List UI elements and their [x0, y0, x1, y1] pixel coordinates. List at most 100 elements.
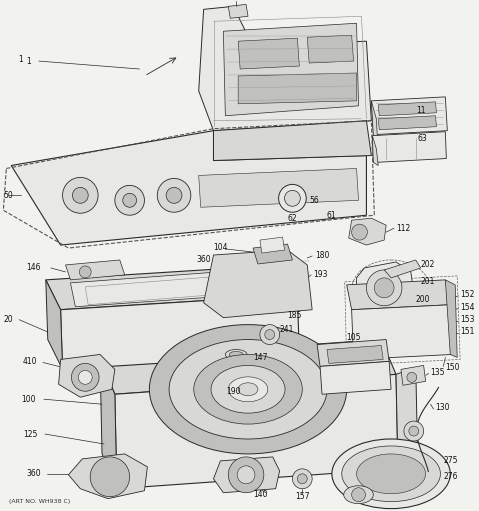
Polygon shape [307, 35, 354, 63]
Text: 140: 140 [253, 490, 267, 499]
Polygon shape [320, 361, 391, 394]
Text: 360: 360 [26, 469, 41, 478]
Polygon shape [58, 355, 115, 397]
Polygon shape [100, 359, 117, 489]
Text: 151: 151 [460, 327, 475, 336]
Text: 147: 147 [253, 353, 267, 362]
Text: 56: 56 [309, 196, 319, 205]
Ellipse shape [225, 350, 247, 359]
Circle shape [166, 188, 182, 203]
Text: 153: 153 [460, 315, 475, 324]
Polygon shape [327, 345, 383, 363]
Text: 241: 241 [280, 325, 294, 334]
Polygon shape [11, 131, 366, 245]
Ellipse shape [229, 352, 243, 357]
Circle shape [123, 193, 137, 207]
Circle shape [297, 474, 307, 484]
Polygon shape [46, 265, 297, 310]
Circle shape [71, 363, 99, 391]
Polygon shape [349, 218, 386, 245]
Polygon shape [60, 295, 299, 369]
Polygon shape [347, 280, 450, 310]
Text: 104: 104 [214, 243, 228, 251]
Text: 50: 50 [3, 191, 13, 200]
Circle shape [237, 466, 255, 484]
Text: 410: 410 [23, 357, 37, 366]
Circle shape [285, 191, 300, 206]
Polygon shape [204, 250, 312, 318]
Polygon shape [401, 365, 426, 385]
Circle shape [265, 330, 274, 339]
Text: 190: 190 [227, 387, 241, 396]
Circle shape [352, 224, 367, 240]
Ellipse shape [169, 339, 327, 439]
Text: 185: 185 [287, 311, 302, 320]
Text: 1: 1 [18, 55, 23, 63]
Text: 125: 125 [23, 430, 37, 438]
Text: 63: 63 [418, 134, 427, 143]
Circle shape [409, 426, 419, 436]
Polygon shape [223, 24, 358, 116]
Polygon shape [445, 280, 457, 357]
Polygon shape [317, 339, 389, 366]
Polygon shape [68, 454, 148, 499]
Polygon shape [199, 169, 358, 207]
Polygon shape [214, 121, 371, 160]
Circle shape [72, 188, 88, 203]
Polygon shape [100, 339, 396, 394]
Text: 130: 130 [435, 403, 450, 412]
Polygon shape [70, 268, 287, 307]
Text: 275: 275 [444, 456, 458, 466]
Text: 157: 157 [296, 492, 310, 501]
Circle shape [293, 469, 312, 489]
Circle shape [352, 487, 365, 502]
Polygon shape [372, 132, 446, 162]
Text: 135: 135 [431, 368, 445, 377]
Polygon shape [378, 116, 436, 130]
Polygon shape [378, 102, 436, 116]
Ellipse shape [332, 439, 450, 508]
Ellipse shape [342, 446, 440, 502]
Circle shape [80, 266, 91, 278]
Circle shape [407, 373, 417, 382]
Text: 146: 146 [26, 264, 41, 272]
Polygon shape [371, 97, 447, 135]
Polygon shape [253, 244, 293, 264]
Polygon shape [66, 260, 125, 280]
Polygon shape [228, 5, 248, 18]
Polygon shape [356, 262, 414, 312]
Circle shape [63, 177, 98, 213]
Circle shape [90, 457, 130, 497]
Circle shape [279, 184, 306, 212]
Text: 112: 112 [396, 224, 411, 233]
Ellipse shape [238, 383, 258, 396]
Text: (ART NO. WH938 C): (ART NO. WH938 C) [9, 499, 70, 504]
Ellipse shape [149, 324, 347, 454]
Polygon shape [384, 260, 421, 278]
Text: 105: 105 [347, 333, 361, 342]
Text: 154: 154 [460, 303, 475, 312]
Circle shape [228, 457, 264, 493]
Ellipse shape [344, 486, 373, 504]
Text: 152: 152 [460, 290, 475, 299]
Ellipse shape [356, 454, 426, 494]
Polygon shape [214, 457, 280, 493]
Polygon shape [238, 38, 299, 69]
Text: 200: 200 [416, 295, 430, 304]
Circle shape [404, 421, 423, 441]
Polygon shape [199, 6, 371, 131]
Ellipse shape [194, 355, 302, 424]
Text: 61: 61 [327, 211, 337, 220]
Polygon shape [396, 367, 418, 469]
Circle shape [79, 370, 92, 384]
Text: 150: 150 [445, 363, 460, 372]
Polygon shape [238, 73, 356, 104]
Polygon shape [260, 237, 285, 253]
Ellipse shape [228, 377, 268, 402]
Text: 193: 193 [313, 270, 328, 280]
Circle shape [366, 270, 402, 306]
Ellipse shape [211, 365, 285, 413]
Text: 20: 20 [3, 315, 13, 324]
Polygon shape [371, 101, 378, 153]
Text: 1: 1 [26, 57, 31, 65]
